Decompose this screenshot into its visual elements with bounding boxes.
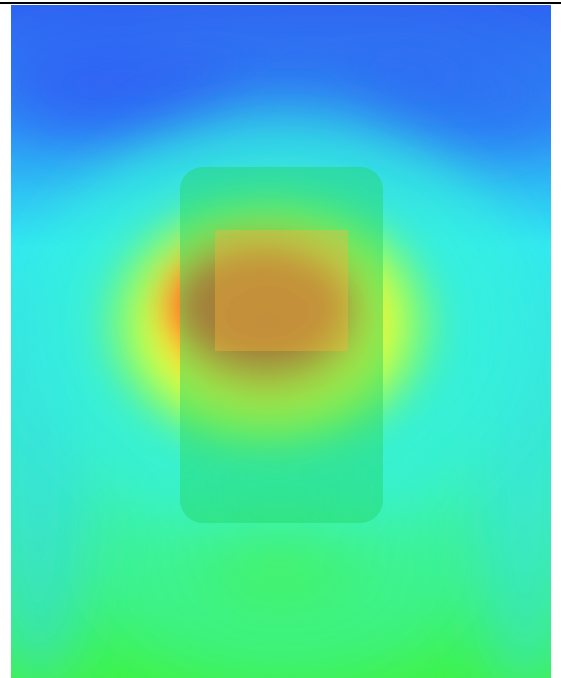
inner-detection-region — [215, 230, 348, 351]
hot-zone — [84, 178, 454, 468]
outer-detection-region — [180, 167, 383, 523]
heatmap-canvas — [11, 5, 551, 678]
top-border-line — [0, 2, 561, 4]
heatmap-image — [11, 5, 551, 678]
